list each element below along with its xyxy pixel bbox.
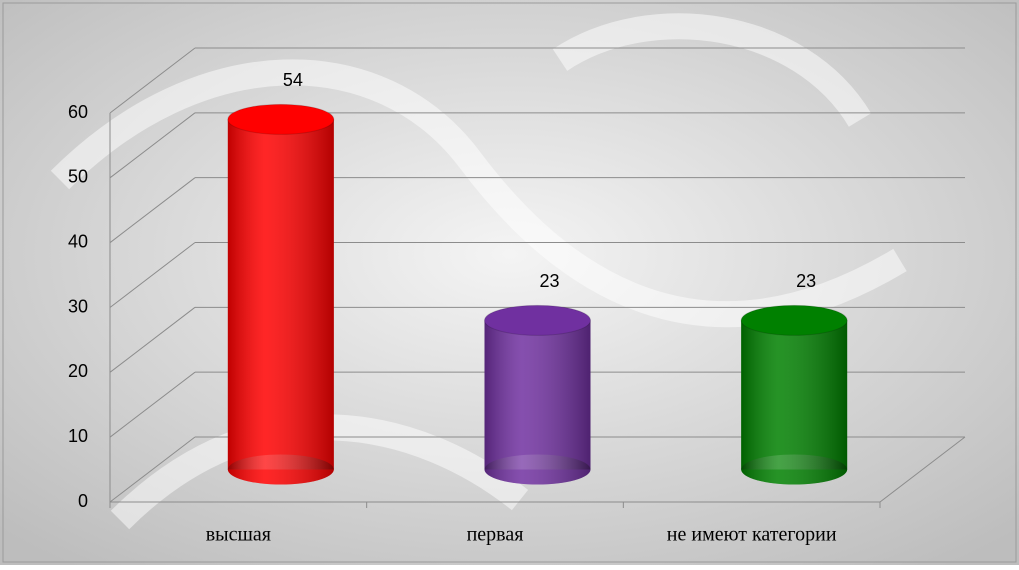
bar-shade (228, 119, 334, 469)
chart: 0 10 20 30 40 50 60 высшая 54 первая 23 не имеют ка… (0, 0, 1019, 565)
bar-top (485, 305, 591, 335)
y-tick-label: 50 (68, 167, 88, 187)
x-tick-label: высшая (206, 524, 271, 546)
y-tick-label: 0 (78, 491, 88, 511)
x-tick-label: первая (467, 524, 524, 546)
x-tick-label: не имеют категории (667, 524, 837, 546)
bar-bottom-shade (228, 455, 334, 485)
y-tick-label: 10 (68, 426, 88, 446)
value-label: 54 (283, 70, 303, 90)
bar-shade (741, 320, 847, 469)
bar-top (228, 104, 334, 134)
y-tick-label: 60 (68, 102, 88, 122)
y-tick-label: 20 (68, 361, 88, 381)
bar-shade (485, 320, 591, 469)
bar-bottom-shade (741, 455, 847, 485)
y-tick-label: 30 (68, 296, 88, 316)
bar-top (741, 305, 847, 335)
y-tick-label: 40 (68, 231, 88, 251)
bar-bottom-shade (485, 455, 591, 485)
value-label: 23 (796, 271, 816, 291)
value-label: 23 (539, 271, 559, 291)
